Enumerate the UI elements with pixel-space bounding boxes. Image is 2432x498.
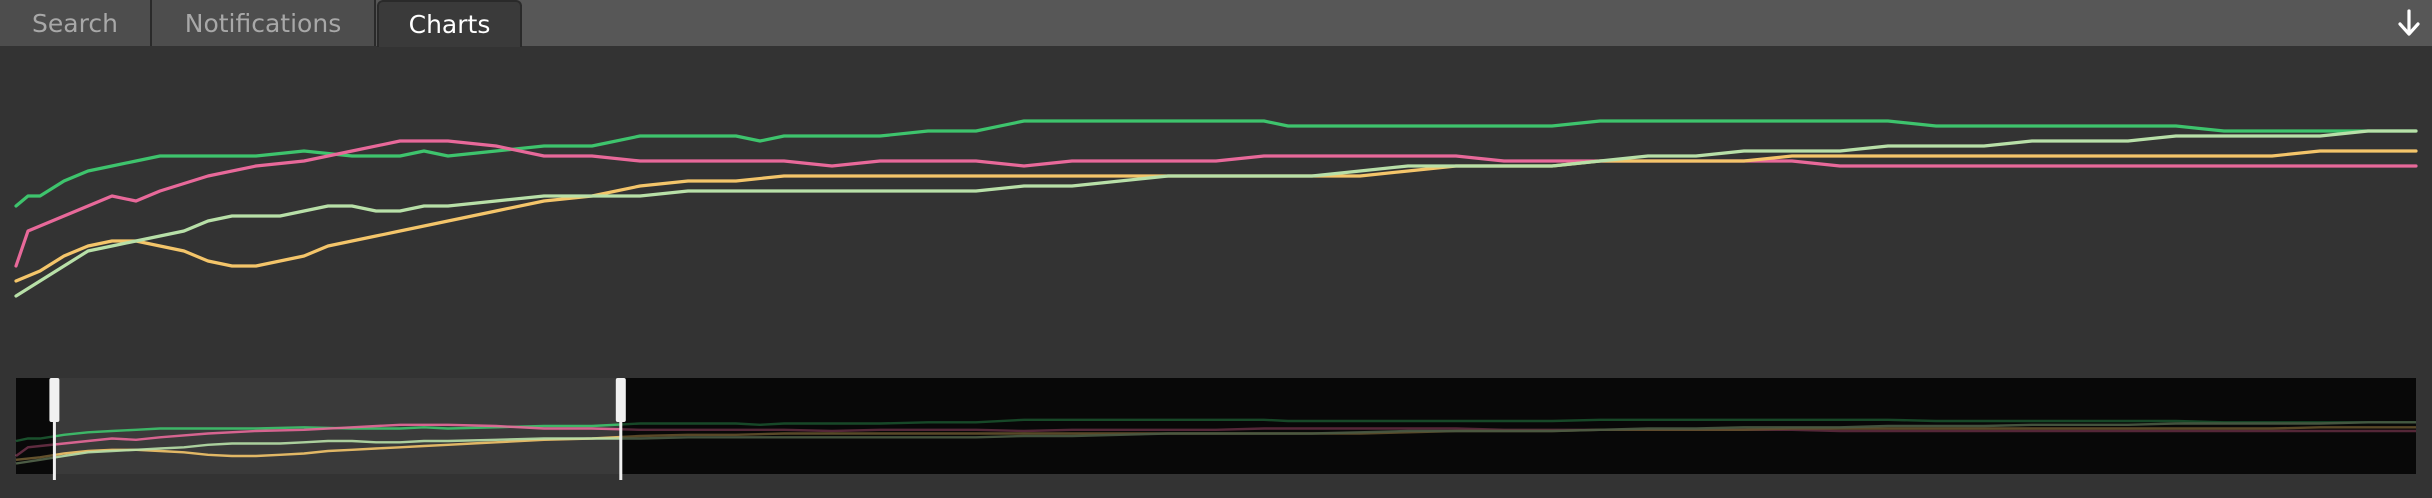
overview-mask-right [620,378,2416,474]
tab-search[interactable]: Search [0,0,152,46]
chart-overview-navigator[interactable] [0,46,2432,498]
overview-mask-left [16,378,55,474]
series-line-3 [14,149,2418,283]
tab-charts[interactable]: Charts [377,0,522,47]
line-chart [14,119,2418,298]
series-line-1 [14,119,2418,208]
tab-notifications[interactable]: Notifications [152,0,376,46]
overview-handle-right[interactable] [615,378,626,422]
arrow-down-icon[interactable] [2386,0,2432,46]
series-line-4 [14,129,2418,298]
series-line-2 [14,139,2418,268]
overview-handle-left[interactable] [49,378,60,422]
arrow-down-icon-glyph [2398,9,2420,36]
tab-bar: Search Notifications Charts [0,0,2432,47]
